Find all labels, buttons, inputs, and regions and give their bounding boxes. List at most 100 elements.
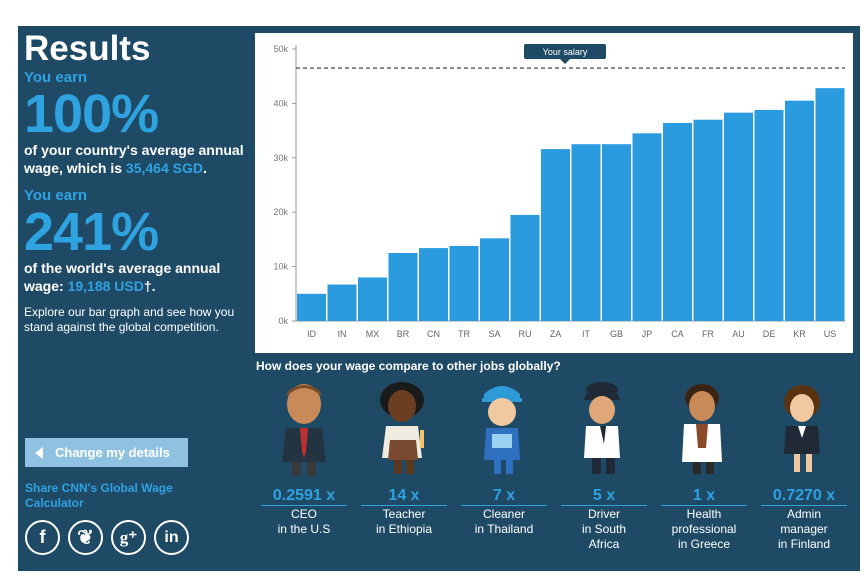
earn-country-label: You earn bbox=[24, 69, 88, 86]
x-tick-label: TR bbox=[458, 329, 470, 339]
social-buttons: f ❦ g⁺ in bbox=[25, 520, 189, 555]
earn-country-text: of your country's average annual wage, w… bbox=[24, 142, 244, 176]
bar-id bbox=[297, 293, 326, 321]
admin-manager-figure-icon bbox=[784, 385, 820, 472]
job-location-extra: in Finland bbox=[777, 537, 831, 551]
y-tick-label: 10k bbox=[273, 262, 288, 272]
explore-text: Explore our bar graph and see how you st… bbox=[24, 305, 235, 334]
chart-svg: 0k 10k 20k 30k 40k 50k ID IN MX BR CN TR SA RU ZA IT GB J… bbox=[273, 44, 845, 339]
bar-sa bbox=[480, 238, 509, 321]
world-average-wage: 19,188 USD bbox=[67, 278, 144, 294]
earn-world-end: †. bbox=[143, 278, 156, 294]
arrow-left-icon bbox=[35, 446, 43, 459]
bar-ru bbox=[510, 214, 540, 321]
bar-mx bbox=[358, 277, 387, 321]
x-tick-label: ZA bbox=[550, 329, 562, 339]
divider bbox=[661, 505, 747, 506]
job-multiplier: 5 x bbox=[592, 487, 616, 504]
earn-world-description: of the world's average annual wage: 19,1… bbox=[24, 259, 252, 295]
bar-cn bbox=[419, 248, 448, 321]
job-location-extra: Africa bbox=[588, 537, 620, 551]
x-tick-label: IT bbox=[582, 329, 591, 339]
job-multiplier: 1 x bbox=[692, 487, 716, 504]
job-title: Driver bbox=[588, 507, 620, 521]
bar-za bbox=[541, 149, 570, 321]
bar-br bbox=[388, 253, 418, 321]
divider bbox=[261, 505, 347, 506]
change-details-label: Change my details bbox=[55, 445, 170, 460]
driver-figure-icon bbox=[584, 382, 620, 474]
country-average-wage: 35,464 SGD bbox=[125, 160, 203, 176]
job-location: in Thailand bbox=[474, 522, 534, 536]
x-tick-label: CN bbox=[427, 329, 440, 339]
job-card-cleaner: 7 x Cleaner in Thailand bbox=[456, 378, 552, 538]
twitter-icon[interactable]: ❦ bbox=[68, 520, 103, 555]
x-tick-label: SA bbox=[488, 329, 500, 339]
job-multiplier: 0.2591 x bbox=[272, 487, 336, 504]
y-tick-label: 20k bbox=[273, 207, 288, 217]
job-title: Cleaner bbox=[482, 507, 526, 521]
job-title: CEO bbox=[290, 507, 317, 521]
facebook-icon[interactable]: f bbox=[25, 520, 60, 555]
results-panel: Results You earn 100% of your country's … bbox=[18, 26, 860, 571]
y-tick-label: 50k bbox=[273, 44, 288, 54]
earn-world-text: of the world's average annual wage: bbox=[24, 260, 221, 294]
job-location: professional bbox=[671, 522, 737, 536]
x-tick-label: ID bbox=[307, 329, 317, 339]
job-location: in South bbox=[581, 522, 627, 536]
job-comparisons: 0.2591 x CEO in the U.S 14 x Teacher in … bbox=[256, 378, 856, 568]
x-tick-label: MX bbox=[366, 329, 380, 339]
job-location: manager bbox=[780, 522, 828, 536]
linkedin-icon[interactable]: in bbox=[154, 520, 189, 555]
bar-fr bbox=[693, 119, 723, 321]
x-tick-label: KR bbox=[793, 329, 806, 339]
x-tick-label: GB bbox=[610, 329, 623, 339]
job-card-admin-manager: 0.7270 x Admin manager in Finland bbox=[756, 378, 852, 551]
your-salary-tag bbox=[524, 44, 606, 60]
x-tick-label: BR bbox=[397, 329, 410, 339]
divider bbox=[461, 505, 547, 506]
earn-country-percent: 100% bbox=[24, 84, 159, 144]
teacher-figure-icon bbox=[380, 382, 424, 474]
results-title: Results bbox=[24, 29, 151, 68]
change-details-button[interactable]: Change my details bbox=[25, 438, 188, 467]
divider bbox=[761, 505, 847, 506]
share-label: Share CNN's Global Wage Calculator bbox=[25, 481, 173, 510]
earn-world-percent: 241% bbox=[24, 202, 159, 262]
bar-jp bbox=[632, 133, 662, 321]
x-tick-label: CA bbox=[671, 329, 684, 339]
bar-gb bbox=[602, 144, 631, 321]
x-tick-label: IN bbox=[338, 329, 347, 339]
divider bbox=[561, 505, 647, 506]
your-salary-pointer bbox=[560, 59, 570, 65]
y-tick-label: 0k bbox=[278, 316, 288, 326]
x-tick-label: DE bbox=[763, 329, 776, 339]
bar-de bbox=[754, 109, 784, 321]
bar-it bbox=[571, 144, 601, 321]
job-location-extra: in Greece bbox=[677, 537, 731, 551]
x-tick-label: US bbox=[824, 329, 837, 339]
bar-in bbox=[327, 284, 357, 321]
job-location: in the U.S bbox=[277, 522, 331, 536]
x-tick-label: RU bbox=[519, 329, 532, 339]
results-summary: Results You earn 100% of your country's … bbox=[24, 26, 252, 335]
job-card-health-professional: 1 x Health professional in Greece bbox=[656, 378, 752, 551]
bar-us bbox=[815, 88, 845, 321]
job-location: in Ethiopia bbox=[375, 522, 433, 536]
compare-title: How does your wage compare to other jobs… bbox=[256, 359, 561, 373]
bar-kr bbox=[785, 100, 814, 322]
bar-au bbox=[724, 112, 753, 321]
job-title: Health bbox=[686, 507, 722, 521]
job-multiplier: 0.7270 x bbox=[772, 487, 836, 504]
google-plus-icon[interactable]: g⁺ bbox=[111, 520, 146, 555]
doctor-figure-icon bbox=[682, 384, 722, 474]
x-tick-label: FR bbox=[702, 329, 714, 339]
job-multiplier: 7 x bbox=[492, 487, 516, 504]
ceo-figure-icon bbox=[282, 384, 326, 476]
x-tick-label: JP bbox=[642, 329, 653, 339]
y-tick-label: 30k bbox=[273, 153, 288, 163]
earn-country-description: of your country's average annual wage, w… bbox=[24, 141, 252, 177]
earn-country-end: . bbox=[202, 160, 207, 176]
cleaner-figure-icon bbox=[482, 386, 522, 474]
job-card-teacher: 14 x Teacher in Ethiopia bbox=[356, 378, 452, 538]
